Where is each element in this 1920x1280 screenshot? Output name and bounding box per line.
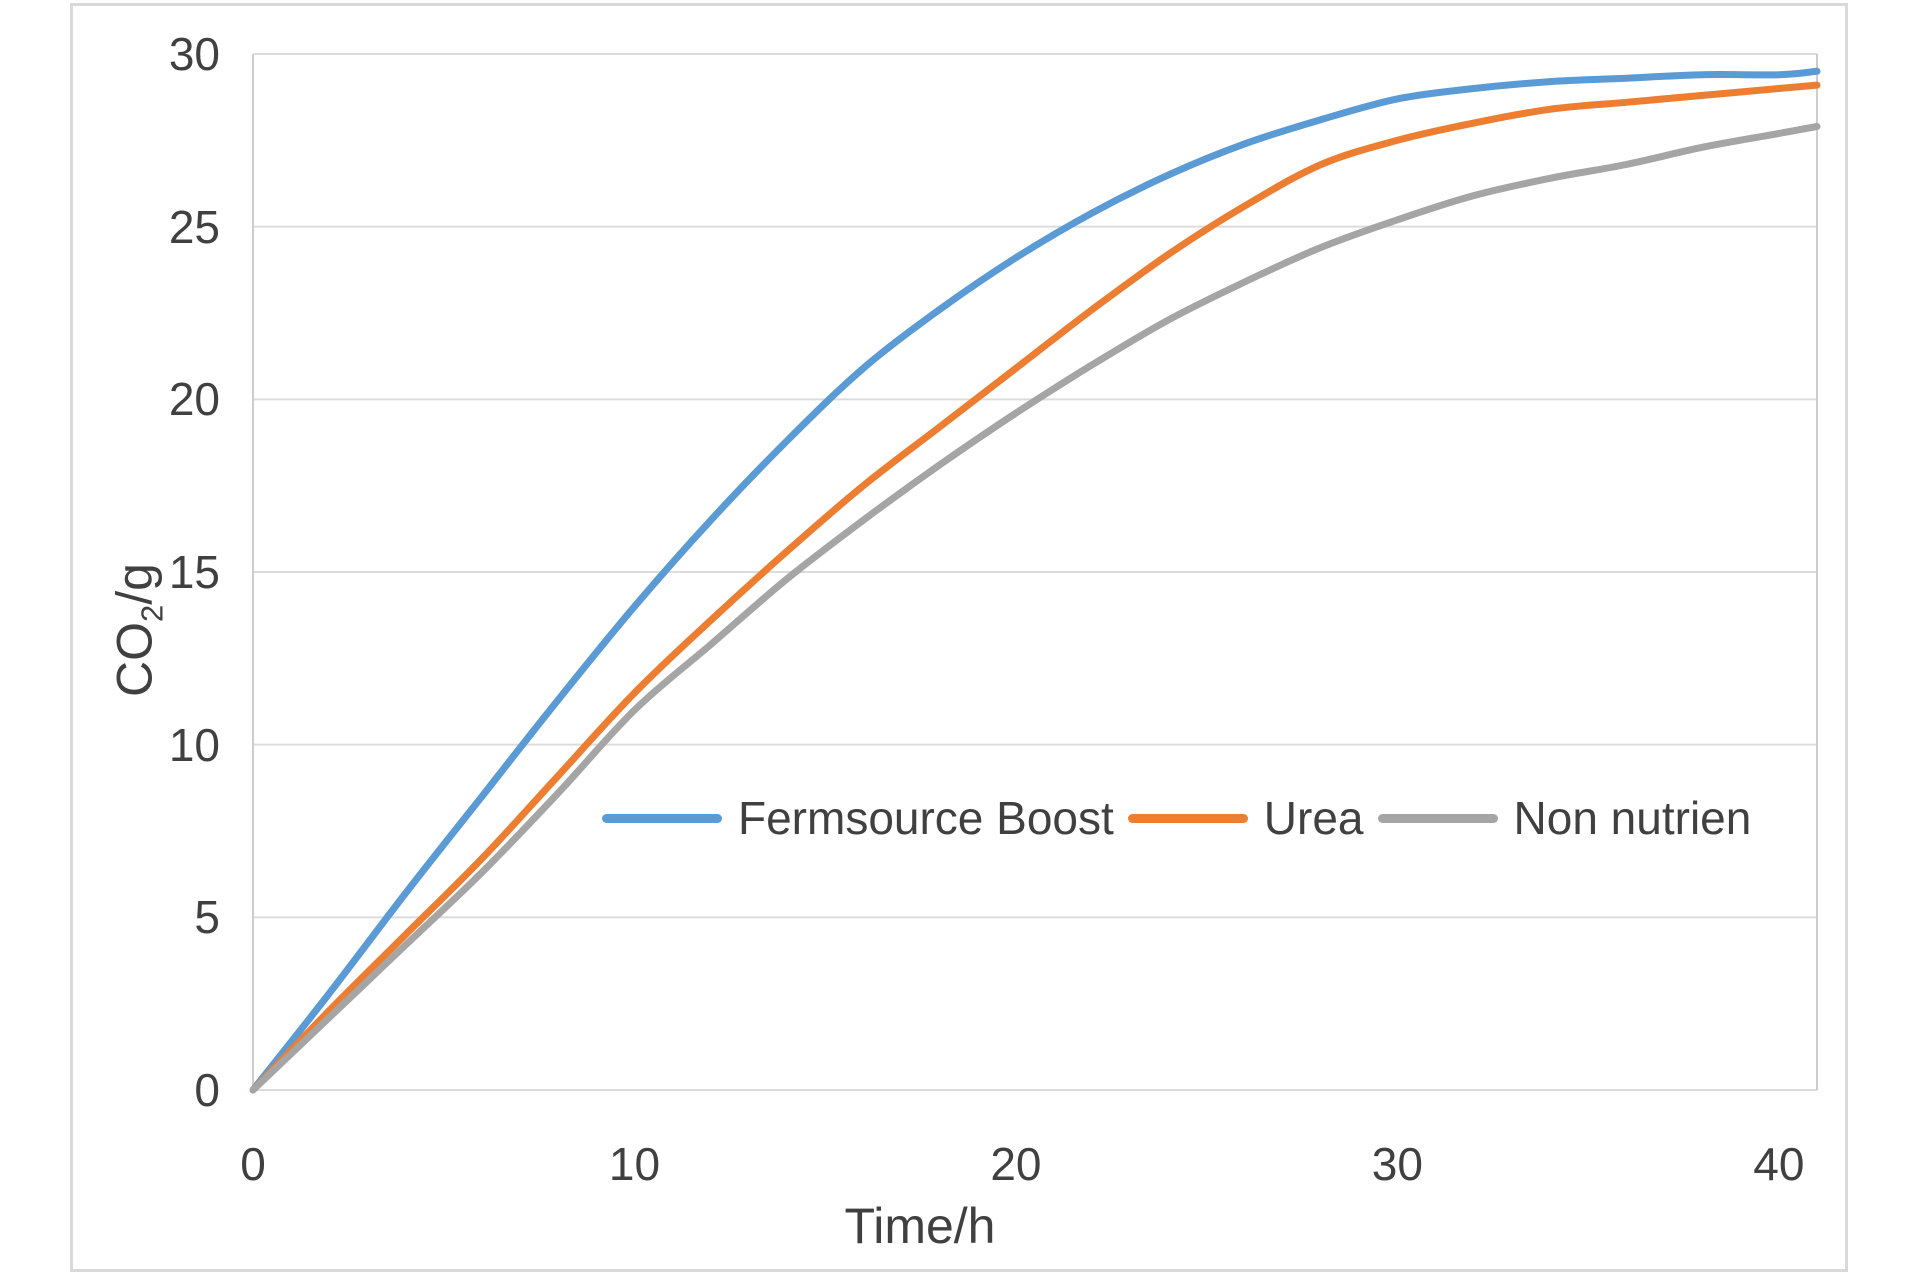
series-line-non-nutrien bbox=[249, 123, 1821, 1094]
chart-frame bbox=[70, 3, 1848, 1272]
series-line-fermsource-boost bbox=[249, 67, 1821, 1094]
series-line-urea bbox=[249, 81, 1821, 1094]
